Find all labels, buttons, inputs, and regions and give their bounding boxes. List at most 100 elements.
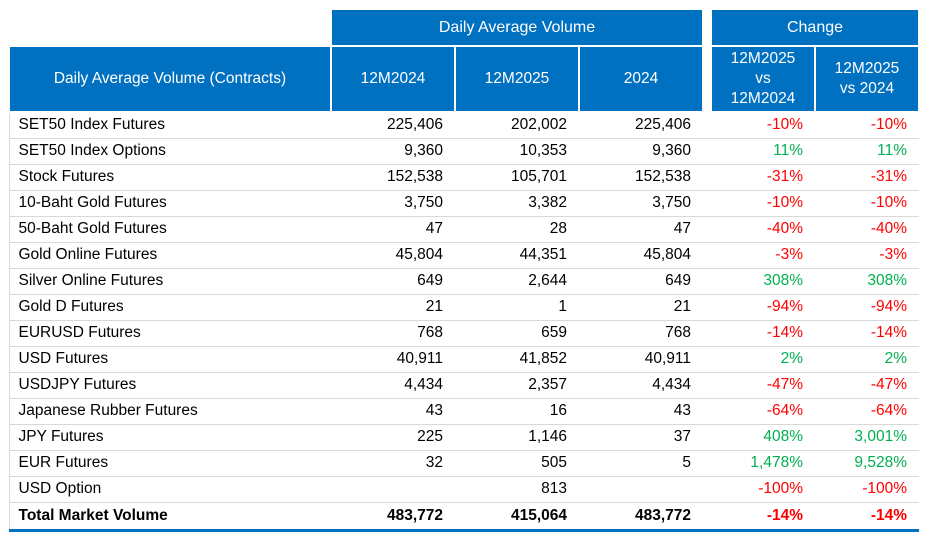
volume-value: 659	[455, 320, 579, 347]
volume-value: 768	[579, 320, 703, 347]
volume-value	[579, 476, 703, 503]
column-spacer	[703, 502, 711, 532]
volume-value: 45,804	[579, 242, 703, 269]
product-label: 50-Baht Gold Futures	[8, 216, 331, 243]
volume-value: 1	[455, 294, 579, 321]
table-row: JPY Futures 225 1,146 37 408% 3,001%	[8, 424, 919, 451]
product-label: 10-Baht Gold Futures	[8, 190, 331, 217]
volume-value: 505	[455, 450, 579, 477]
change-value: -10%	[815, 190, 919, 217]
column-spacer	[703, 398, 711, 425]
volume-value: 225	[331, 424, 455, 451]
column-spacer	[703, 320, 711, 347]
column-spacer	[703, 450, 711, 477]
change-value: -14%	[711, 320, 815, 347]
group-header-row: Daily Average Volume Change	[9, 8, 920, 47]
column-header-contracts-label: Daily Average Volume (Contracts)	[8, 45, 332, 113]
change-value: -100%	[711, 476, 815, 503]
volume-value: 44,351	[455, 242, 579, 269]
table-row: USDJPY Futures 4,434 2,357 4,434 -47% -47%	[8, 372, 919, 399]
volume-value: 768	[331, 320, 455, 347]
group-header-daily-average-volume: Daily Average Volume	[330, 8, 704, 47]
column-header-spacer	[703, 46, 711, 112]
change-value: -10%	[711, 112, 815, 139]
table-header: Daily Average Volume Change Daily Averag…	[8, 8, 920, 113]
change-value: -10%	[711, 190, 815, 217]
column-spacer	[703, 294, 711, 321]
product-label: SET50 Index Futures	[8, 112, 331, 139]
volume-value: 16	[455, 398, 579, 425]
volume-value: 4,434	[579, 372, 703, 399]
table-row: USD Futures 40,911 41,852 40,911 2% 2%	[8, 346, 919, 373]
volume-value: 3,750	[331, 190, 455, 217]
volume-value: 5	[579, 450, 703, 477]
volume-value: 225,406	[331, 112, 455, 139]
column-spacer	[703, 268, 711, 295]
volume-value: 105,701	[455, 164, 579, 191]
change-value: -64%	[815, 398, 919, 425]
column-header-12m2025-vs-2024: 12M2025 vs 2024	[814, 45, 920, 113]
table-row: Gold Online Futures 45,804 44,351 45,804 -3%…	[8, 242, 919, 269]
change-value: 1,478%	[711, 450, 815, 477]
column-header-12m2025-vs-12m2024: 12M2025 vs 12M2024	[710, 45, 816, 113]
volume-value: 41,852	[455, 346, 579, 373]
table-row: USD Option 813 -100% -100%	[8, 476, 919, 503]
change-value: -14%	[815, 320, 919, 347]
column-header-row: Daily Average Volume (Contracts) 12M2024…	[8, 45, 920, 113]
volume-value: 202,002	[455, 112, 579, 139]
change-value: 11%	[711, 138, 815, 165]
volume-value: 47	[331, 216, 455, 243]
change-value: -3%	[711, 242, 815, 269]
product-label: Stock Futures	[8, 164, 331, 191]
change-value: -10%	[815, 112, 919, 139]
volume-value: 152,538	[331, 164, 455, 191]
table-row: EURUSD Futures 768 659 768 -14% -14%	[8, 320, 919, 347]
table-row: EUR Futures 32 505 5 1,478% 9,528%	[8, 450, 919, 477]
product-label: Gold D Futures	[8, 294, 331, 321]
column-spacer	[703, 476, 711, 503]
volume-value: 1,146	[455, 424, 579, 451]
table-row: Japanese Rubber Futures 43 16 43 -64% -64%	[8, 398, 919, 425]
change-value: -64%	[711, 398, 815, 425]
volume-value: 649	[331, 268, 455, 295]
corner-cell	[9, 9, 331, 46]
volume-value: 43	[579, 398, 703, 425]
volume-value: 649	[579, 268, 703, 295]
change-value: 11%	[815, 138, 919, 165]
group-header-spacer	[703, 9, 711, 46]
change-value: -40%	[711, 216, 815, 243]
volume-value: 21	[331, 294, 455, 321]
column-spacer	[703, 216, 711, 243]
volume-value: 10,353	[455, 138, 579, 165]
change-value: -40%	[815, 216, 919, 243]
column-spacer	[703, 242, 711, 269]
change-value: -3%	[815, 242, 919, 269]
volume-value: 2,357	[455, 372, 579, 399]
volume-value: 3,750	[579, 190, 703, 217]
daily-average-volume-table: Daily Average Volume Change Daily Averag…	[8, 8, 920, 532]
table-row: Gold D Futures 21 1 21 -94% -94%	[8, 294, 919, 321]
change-value: -94%	[815, 294, 919, 321]
product-label: Total Market Volume	[8, 502, 331, 532]
group-header-change: Change	[710, 8, 920, 47]
volume-value: 45,804	[331, 242, 455, 269]
change-value: -14%	[815, 502, 919, 532]
product-label: USDJPY Futures	[8, 372, 331, 399]
volume-value: 37	[579, 424, 703, 451]
volume-value: 47	[579, 216, 703, 243]
table-row: SET50 Index Options 9,360 10,353 9,360 11% 11…	[8, 138, 919, 165]
change-value: 408%	[711, 424, 815, 451]
volume-value: 813	[455, 476, 579, 503]
column-spacer	[703, 346, 711, 373]
total-row: Total Market Volume 483,772 415,064 483,772…	[8, 502, 919, 532]
volume-value: 9,360	[579, 138, 703, 165]
table-row: SET50 Index Futures 225,406 202,002 225,406…	[8, 112, 919, 139]
table-row: Silver Online Futures 649 2,644 649 308% 308%	[8, 268, 919, 295]
column-spacer	[703, 112, 711, 139]
column-spacer	[703, 190, 711, 217]
volume-value: 40,911	[579, 346, 703, 373]
column-spacer	[703, 424, 711, 451]
table-row: 10-Baht Gold Futures 3,750 3,382 3,750 -10% -…	[8, 190, 919, 217]
volume-value: 32	[331, 450, 455, 477]
change-value: 3,001%	[815, 424, 919, 451]
